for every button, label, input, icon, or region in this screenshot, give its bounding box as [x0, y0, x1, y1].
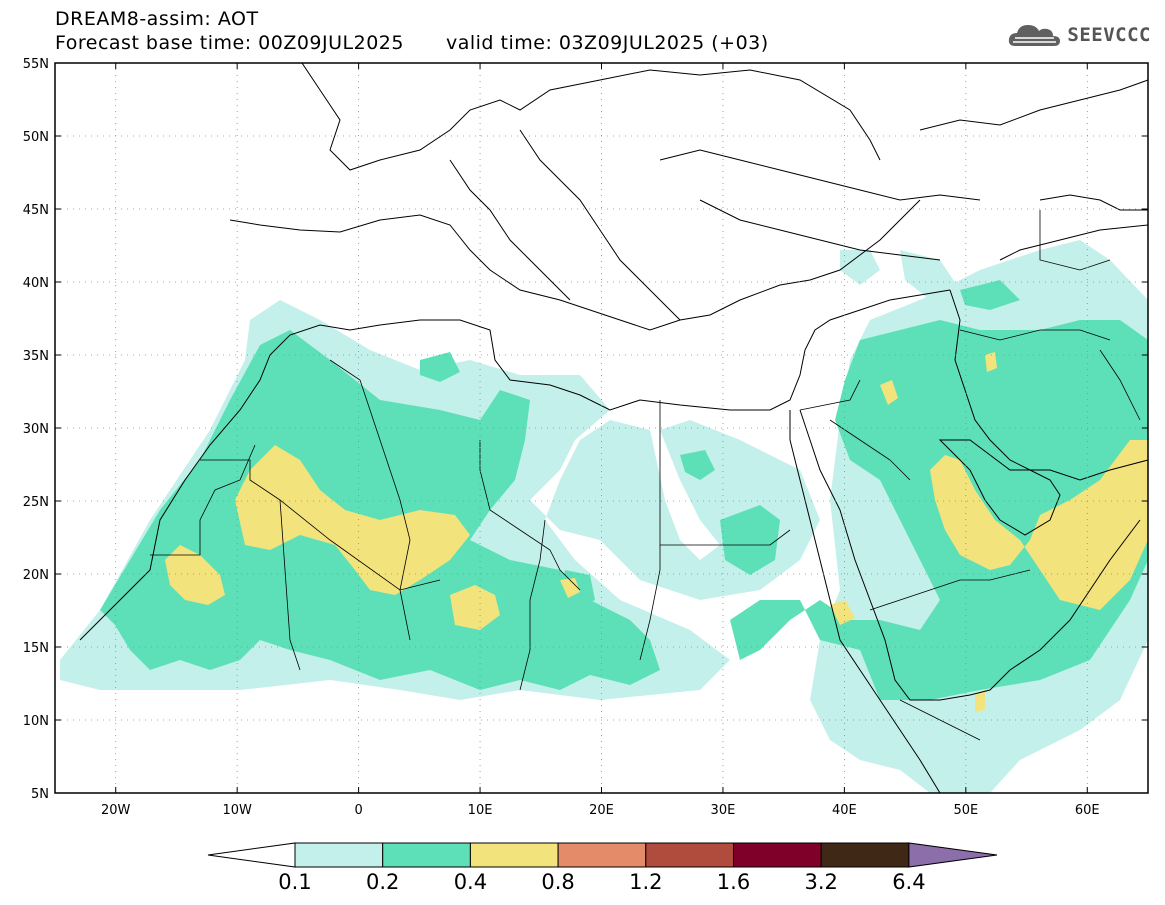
lat-tick-label: 20N	[23, 568, 49, 583]
aot-level-0-4	[165, 352, 1148, 712]
colorbar-segment	[557, 842, 647, 868]
colorbar-label: 1.2	[629, 870, 662, 894]
country-borders	[150, 210, 1141, 741]
lat-tick-label: 15N	[23, 641, 49, 656]
gridlines	[55, 63, 1148, 793]
colorbar-segment	[469, 842, 559, 868]
cloud-icon	[1009, 25, 1061, 46]
colorbar-label: 0.2	[366, 870, 399, 894]
lat-tick-label: 40N	[23, 276, 49, 291]
colorbar-label: 1.6	[717, 870, 750, 894]
lat-tick-label: 35N	[23, 349, 49, 364]
colorbar-under-triangle	[207, 842, 296, 868]
colorbar-segment	[645, 842, 734, 868]
lon-tick-label: 20W	[101, 803, 131, 818]
coastlines	[79, 63, 1148, 793]
lat-tick-label: 45N	[23, 203, 49, 218]
lat-tick-label: 30N	[23, 422, 49, 437]
lat-tick-label: 55N	[23, 57, 49, 72]
colorbar: 0.1 0.2 0.4 0.8 1.2 1.6 3.2 6.4	[207, 842, 998, 894]
axis-ticks: 55N 50N 45N 40N 35N 30N 25N 20N 15N 10N 5N 20W 10W 0 1…	[23, 57, 1148, 818]
lon-tick-label: 20E	[589, 803, 614, 818]
colorbar-label: 0.1	[278, 870, 311, 894]
colorbar-segment	[820, 842, 910, 868]
lon-tick-label: 50E	[953, 803, 978, 818]
lon-tick-label: 30E	[711, 803, 736, 818]
lat-tick-label: 25N	[23, 495, 49, 510]
colorbar-label: 6.4	[892, 870, 925, 894]
colorbar-segment	[294, 842, 384, 868]
lon-tick-label: 10W	[222, 803, 252, 818]
colorbar-over-triangle	[908, 842, 998, 868]
base-time: Forecast base time: 00Z09JUL2025	[55, 32, 404, 54]
lon-tick-label: 60E	[1075, 803, 1100, 818]
lat-tick-label: 50N	[23, 130, 49, 145]
lat-tick-label: 10N	[23, 714, 49, 729]
lon-tick-label: 0	[354, 803, 362, 818]
colorbar-label: 0.8	[541, 870, 574, 894]
colorbar-segment	[733, 842, 822, 868]
valid-time: valid time: 03Z09JUL2025 (+03)	[445, 32, 769, 54]
lon-tick-label: 40E	[832, 803, 857, 818]
colorbar-label: 0.4	[454, 870, 487, 894]
map-title: DREAM8-assim: AOT	[55, 8, 259, 30]
logo-text: SEEVCCC	[1067, 24, 1151, 46]
map-subtitle: Forecast base time: 00Z09JUL2025 valid ti…	[55, 32, 769, 54]
lon-tick-label: 10E	[468, 803, 493, 818]
seevccc-logo: SEEVCCC	[1007, 20, 1151, 50]
lat-tick-label: 5N	[31, 787, 49, 802]
aot-contours	[60, 240, 1148, 793]
colorbar-label: 3.2	[804, 870, 837, 894]
colorbar-segment	[382, 842, 471, 868]
